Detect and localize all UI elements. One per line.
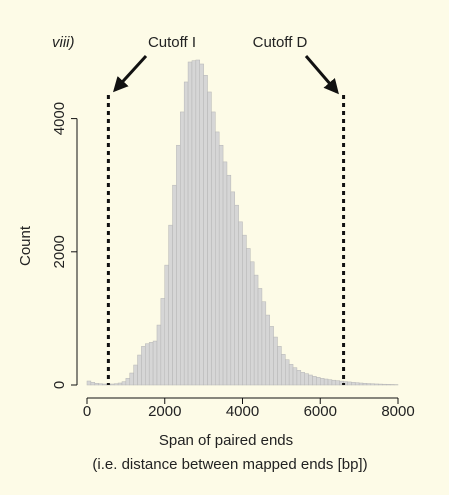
bar bbox=[323, 378, 329, 386]
bar bbox=[382, 383, 387, 386]
bar bbox=[277, 346, 282, 386]
y-tick-label: 4000 bbox=[51, 102, 68, 135]
bar bbox=[304, 373, 309, 386]
bar bbox=[362, 383, 368, 386]
bar bbox=[180, 111, 185, 386]
bar bbox=[110, 383, 115, 386]
bar bbox=[164, 264, 169, 386]
bar bbox=[160, 298, 166, 386]
bar bbox=[312, 376, 317, 386]
bar bbox=[288, 364, 294, 386]
bar bbox=[86, 380, 92, 386]
bar bbox=[370, 383, 375, 386]
bar bbox=[168, 224, 173, 386]
bar bbox=[358, 382, 364, 386]
x-tick-label: 2000 bbox=[148, 403, 181, 420]
bar bbox=[176, 144, 181, 386]
bar bbox=[320, 378, 325, 386]
bar bbox=[191, 60, 197, 386]
bar bbox=[94, 383, 99, 386]
y-tick-label: 0 bbox=[51, 381, 68, 389]
bar bbox=[199, 63, 204, 386]
bar bbox=[347, 381, 352, 386]
bar bbox=[257, 288, 263, 386]
panel-label: viii) bbox=[52, 34, 75, 51]
bar bbox=[389, 384, 395, 386]
bar bbox=[203, 75, 208, 386]
bar bbox=[242, 234, 247, 386]
bar bbox=[102, 383, 107, 386]
bar bbox=[211, 111, 216, 386]
bar bbox=[125, 378, 131, 386]
bar bbox=[195, 59, 200, 386]
bar bbox=[300, 372, 305, 386]
bar bbox=[292, 367, 298, 386]
bar bbox=[273, 336, 278, 386]
bar bbox=[308, 374, 313, 386]
x-axis-label: Span of paired ends bbox=[159, 432, 293, 449]
bar bbox=[316, 377, 321, 386]
bar bbox=[265, 314, 270, 386]
bar bbox=[234, 204, 239, 386]
bar bbox=[113, 383, 119, 386]
bar bbox=[98, 383, 103, 386]
bar bbox=[246, 248, 251, 386]
bar bbox=[238, 221, 243, 386]
bar bbox=[366, 383, 372, 386]
x-tick-label: 8000 bbox=[381, 403, 414, 420]
arrow bbox=[112, 54, 148, 93]
bar bbox=[207, 91, 212, 386]
bar bbox=[269, 326, 274, 386]
bar bbox=[156, 324, 162, 386]
bar bbox=[378, 383, 383, 386]
x-tick-label: 6000 bbox=[304, 403, 337, 420]
y-axis-label: Count bbox=[17, 225, 34, 266]
bar bbox=[331, 379, 337, 386]
bar bbox=[90, 382, 96, 386]
x-axis-sublabel: (i.e. distance between mapped ends [bp]) bbox=[92, 456, 367, 473]
bar bbox=[218, 144, 224, 386]
bar bbox=[141, 346, 146, 386]
bar bbox=[133, 364, 138, 386]
cutoff-label: Cutoff I bbox=[148, 34, 196, 51]
bar bbox=[354, 382, 360, 386]
x-tick-label: 4000 bbox=[226, 403, 259, 420]
bar bbox=[335, 380, 340, 386]
y-tick-label: 2000 bbox=[51, 235, 68, 268]
bar bbox=[281, 354, 286, 386]
bar bbox=[386, 384, 391, 386]
bar bbox=[172, 184, 177, 386]
bar bbox=[145, 343, 150, 386]
bar bbox=[121, 381, 127, 386]
bar bbox=[261, 301, 267, 386]
bar bbox=[226, 174, 232, 386]
bar bbox=[129, 372, 134, 386]
bar bbox=[374, 383, 379, 386]
bar bbox=[351, 382, 356, 386]
bar bbox=[137, 354, 142, 386]
bar bbox=[327, 379, 333, 386]
bar bbox=[152, 340, 158, 386]
bar bbox=[215, 131, 220, 386]
bar bbox=[253, 274, 259, 386]
bar bbox=[250, 261, 255, 386]
bar bbox=[187, 61, 193, 386]
bar bbox=[296, 370, 302, 386]
bar bbox=[117, 382, 123, 386]
bar bbox=[183, 81, 189, 386]
arrow bbox=[304, 55, 339, 95]
bar bbox=[285, 359, 290, 386]
bar bbox=[230, 191, 235, 386]
bar bbox=[148, 342, 154, 386]
x-tick-label: 0 bbox=[83, 403, 91, 420]
bar bbox=[222, 161, 228, 386]
cutoff-label: Cutoff D bbox=[253, 34, 308, 51]
